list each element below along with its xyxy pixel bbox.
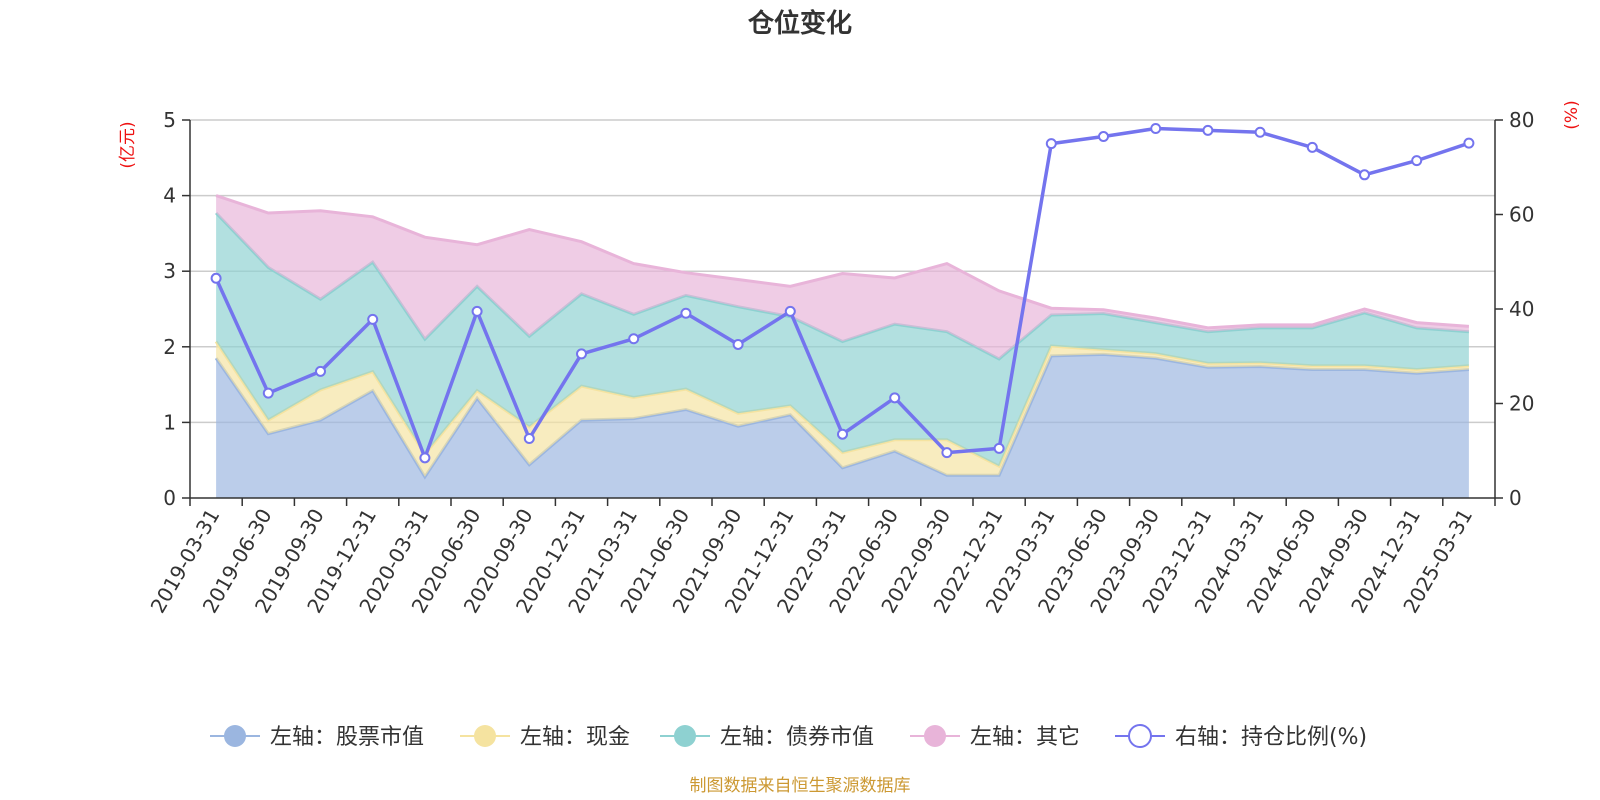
legend-marker [924, 725, 946, 747]
area-series-3 [216, 213, 1469, 467]
holding-ratio-point [1306, 141, 1318, 153]
area-series-1 [216, 354, 1469, 498]
holding-ratio-point [1254, 126, 1266, 138]
left-tick-label: 0 [163, 486, 176, 510]
legend-label: 左轴：股票市值 [270, 725, 424, 750]
holding-ratio-point [1150, 123, 1162, 135]
legend-marker [674, 725, 696, 747]
holding-ratio-point [262, 387, 274, 399]
legend-label: 右轴：持仓比例(%) [1175, 725, 1367, 750]
right-tick-label: 40 [1509, 297, 1534, 321]
holding-ratio-point [367, 313, 379, 325]
legend-label: 左轴：债券市值 [720, 725, 874, 750]
holding-ratio-point [471, 305, 483, 317]
holding-ratio-point [576, 348, 587, 360]
left-tick-label: 2 [163, 335, 176, 359]
left-tick-label: 5 [163, 108, 176, 132]
legend-item-4[interactable]: 左轴：其它 [910, 725, 1080, 750]
holding-ratio-point [315, 365, 326, 377]
legend-label: 左轴：现金 [520, 725, 630, 750]
legend-item-1[interactable]: 左轴：股票市值 [210, 725, 424, 750]
right-tick-label: 60 [1509, 203, 1534, 227]
holding-ratio-point [1359, 169, 1370, 181]
holding-ratio-point [419, 452, 431, 464]
left-tick-label: 3 [163, 259, 176, 283]
right-axis-unit: (%) [1562, 100, 1582, 129]
legend-item-3[interactable]: 左轴：债券市值 [660, 725, 874, 750]
holding-ratio-point [732, 338, 744, 350]
legend-item-2[interactable]: 左轴：现金 [460, 725, 630, 750]
legend-marker [1128, 724, 1152, 748]
area-series-4 [216, 195, 1469, 359]
holding-ratio-point [837, 428, 848, 440]
right-tick-label: 20 [1509, 392, 1534, 416]
holding-ratio-point [523, 432, 535, 444]
legend-label: 左轴：其它 [970, 725, 1080, 750]
holding-ratio-point [1411, 155, 1423, 167]
holding-ratio-point [210, 272, 222, 284]
right-tick-label: 0 [1509, 486, 1522, 510]
legend: 左轴：股票市值 左轴：现金 左轴：债券市值 左轴：其它 右轴：持仓比例(%) [210, 724, 1367, 750]
left-tick-label: 4 [163, 184, 176, 208]
legend-marker [224, 725, 246, 747]
chart-title: 仓位变化 [747, 8, 852, 39]
holding-ratio-point [1098, 131, 1109, 143]
legend-item-5[interactable]: 右轴：持仓比例(%) [1115, 724, 1367, 750]
holding-ratio-point [889, 392, 901, 404]
holding-ratio-point [628, 333, 640, 345]
holding-ratio-point [680, 307, 692, 319]
holding-ratio-point [1463, 137, 1475, 149]
left-tick-label: 1 [163, 410, 176, 434]
legend-marker [474, 725, 496, 747]
holding-ratio-point [941, 447, 953, 459]
holding-ratio-line [210, 123, 1475, 464]
holding-ratio-point [1045, 138, 1057, 150]
stacked-areas [214, 194, 1470, 498]
holding-ratio-point [784, 305, 796, 317]
source-note: 制图数据来自恒生聚源数据库 [690, 776, 911, 796]
right-tick-label: 80 [1509, 108, 1534, 132]
holding-ratio-point [993, 442, 1005, 454]
area-series-4-edge [215, 194, 1470, 330]
holding-ratio-point [1202, 124, 1214, 136]
left-axis-unit: (亿元) [118, 121, 138, 168]
